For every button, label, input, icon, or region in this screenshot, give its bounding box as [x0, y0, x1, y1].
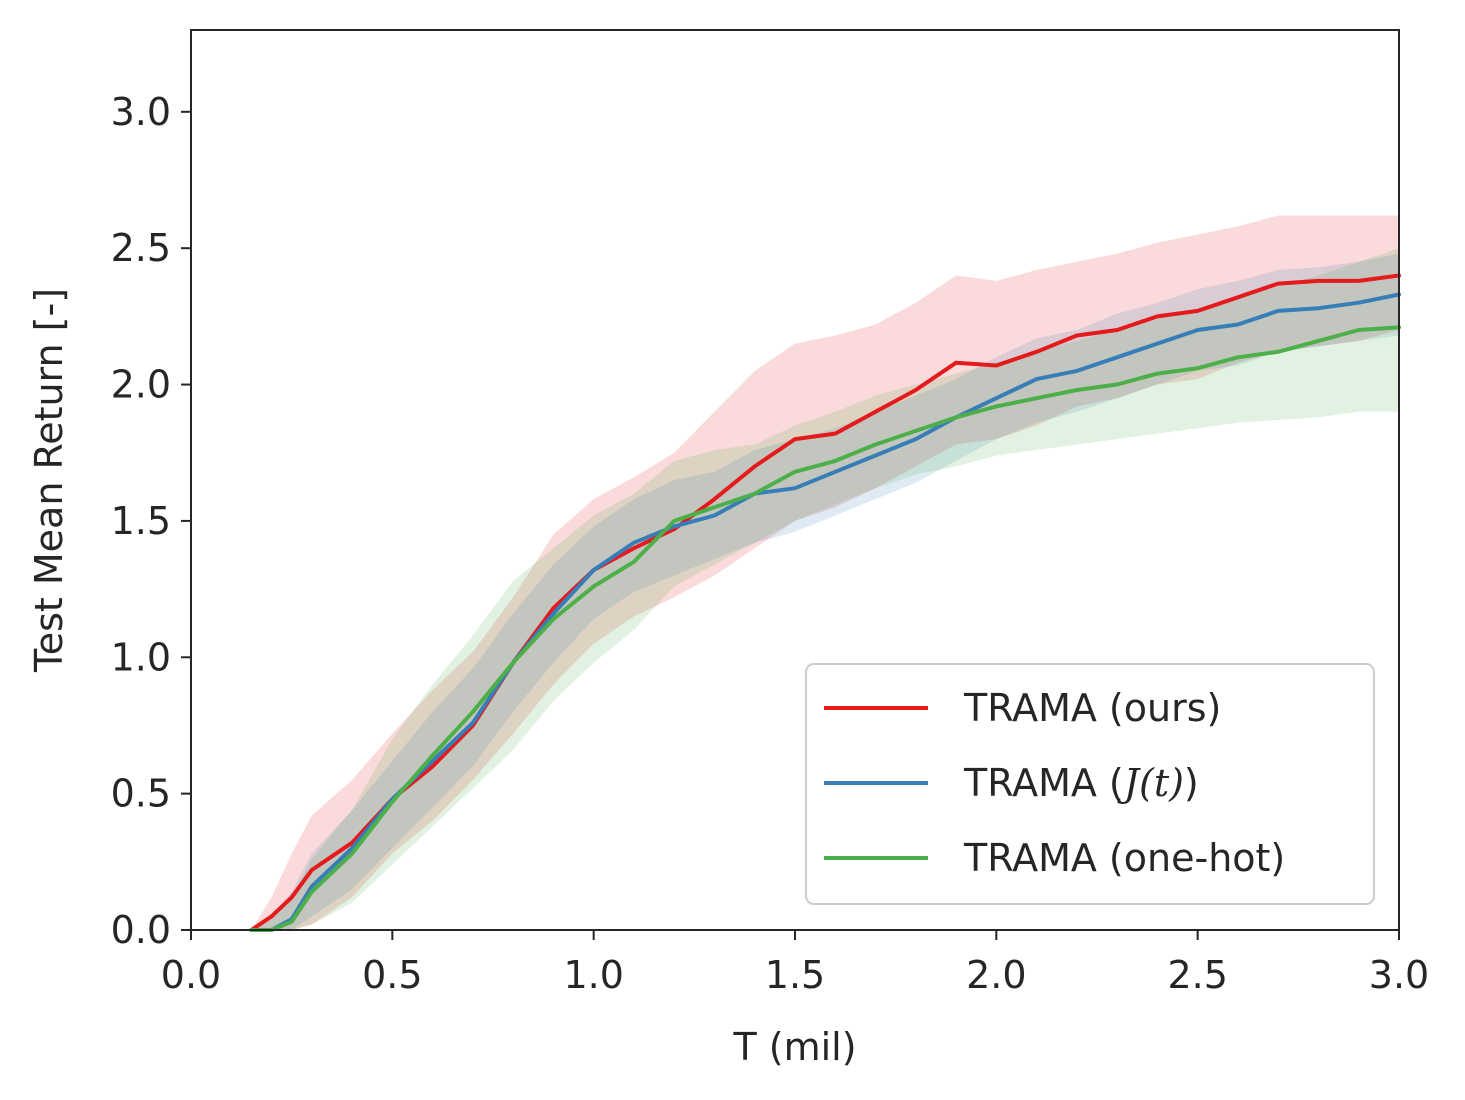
- legend-name: J(t): [1117, 761, 1184, 805]
- y-axis-label: Test Mean Return [-]: [27, 288, 71, 673]
- y-tick-label: 1.5: [111, 499, 171, 543]
- x-tick-label: 1.0: [563, 953, 623, 997]
- x-axis-label: T (mil): [732, 1025, 856, 1069]
- y-tick-label: 3.0: [111, 90, 171, 134]
- confidence-band-series-2: [251, 248, 1399, 930]
- y-tick-label: 0.5: [111, 772, 171, 816]
- x-tick-label: 3.0: [1369, 953, 1429, 997]
- x-tick-label: 0.5: [362, 953, 422, 997]
- y-axis-ticks: 0.0 0.5 1.0 1.5 2.0 2.5 3.0: [111, 90, 191, 952]
- x-tick-label: 2.0: [966, 953, 1026, 997]
- legend-name: one-hot: [1124, 836, 1271, 880]
- legend-suffix: ): [1270, 836, 1285, 880]
- y-tick-label: 2.0: [111, 363, 171, 407]
- legend-suffix: ): [1184, 761, 1199, 805]
- legend-label-0: TRAMA (ours): [963, 686, 1221, 730]
- x-tick-label: 2.5: [1167, 953, 1227, 997]
- x-axis-ticks: 0.0 0.5 1.0 1.5 2.0 2.5 3.0: [161, 930, 1429, 997]
- legend-name: ours: [1124, 686, 1207, 730]
- x-tick-label: 0.0: [161, 953, 221, 997]
- legend-label-1: TRAMA (J(t)): [963, 761, 1199, 805]
- legend-prefix: TRAMA (: [963, 836, 1124, 880]
- series-lines: [249, 273, 1401, 932]
- confidence-bands: [251, 215, 1399, 931]
- x-tick-label: 1.5: [765, 953, 825, 997]
- confidence-band-series-1: [251, 253, 1399, 931]
- legend-prefix: TRAMA (: [963, 686, 1124, 730]
- legend-label-2: TRAMA (one-hot): [963, 836, 1285, 880]
- y-tick-label: 1.0: [111, 635, 171, 679]
- legend: TRAMA (ours)TRAMA (J(t))TRAMA (one-hot): [805, 663, 1375, 905]
- legend-box: [805, 663, 1375, 905]
- y-tick-label: 0.0: [111, 908, 171, 952]
- legend-suffix: ): [1207, 686, 1222, 730]
- confidence-band-series-0: [251, 215, 1399, 930]
- y-tick-label: 2.5: [111, 226, 171, 270]
- series-line-2: [249, 325, 1401, 932]
- legend-prefix: TRAMA (: [963, 761, 1124, 805]
